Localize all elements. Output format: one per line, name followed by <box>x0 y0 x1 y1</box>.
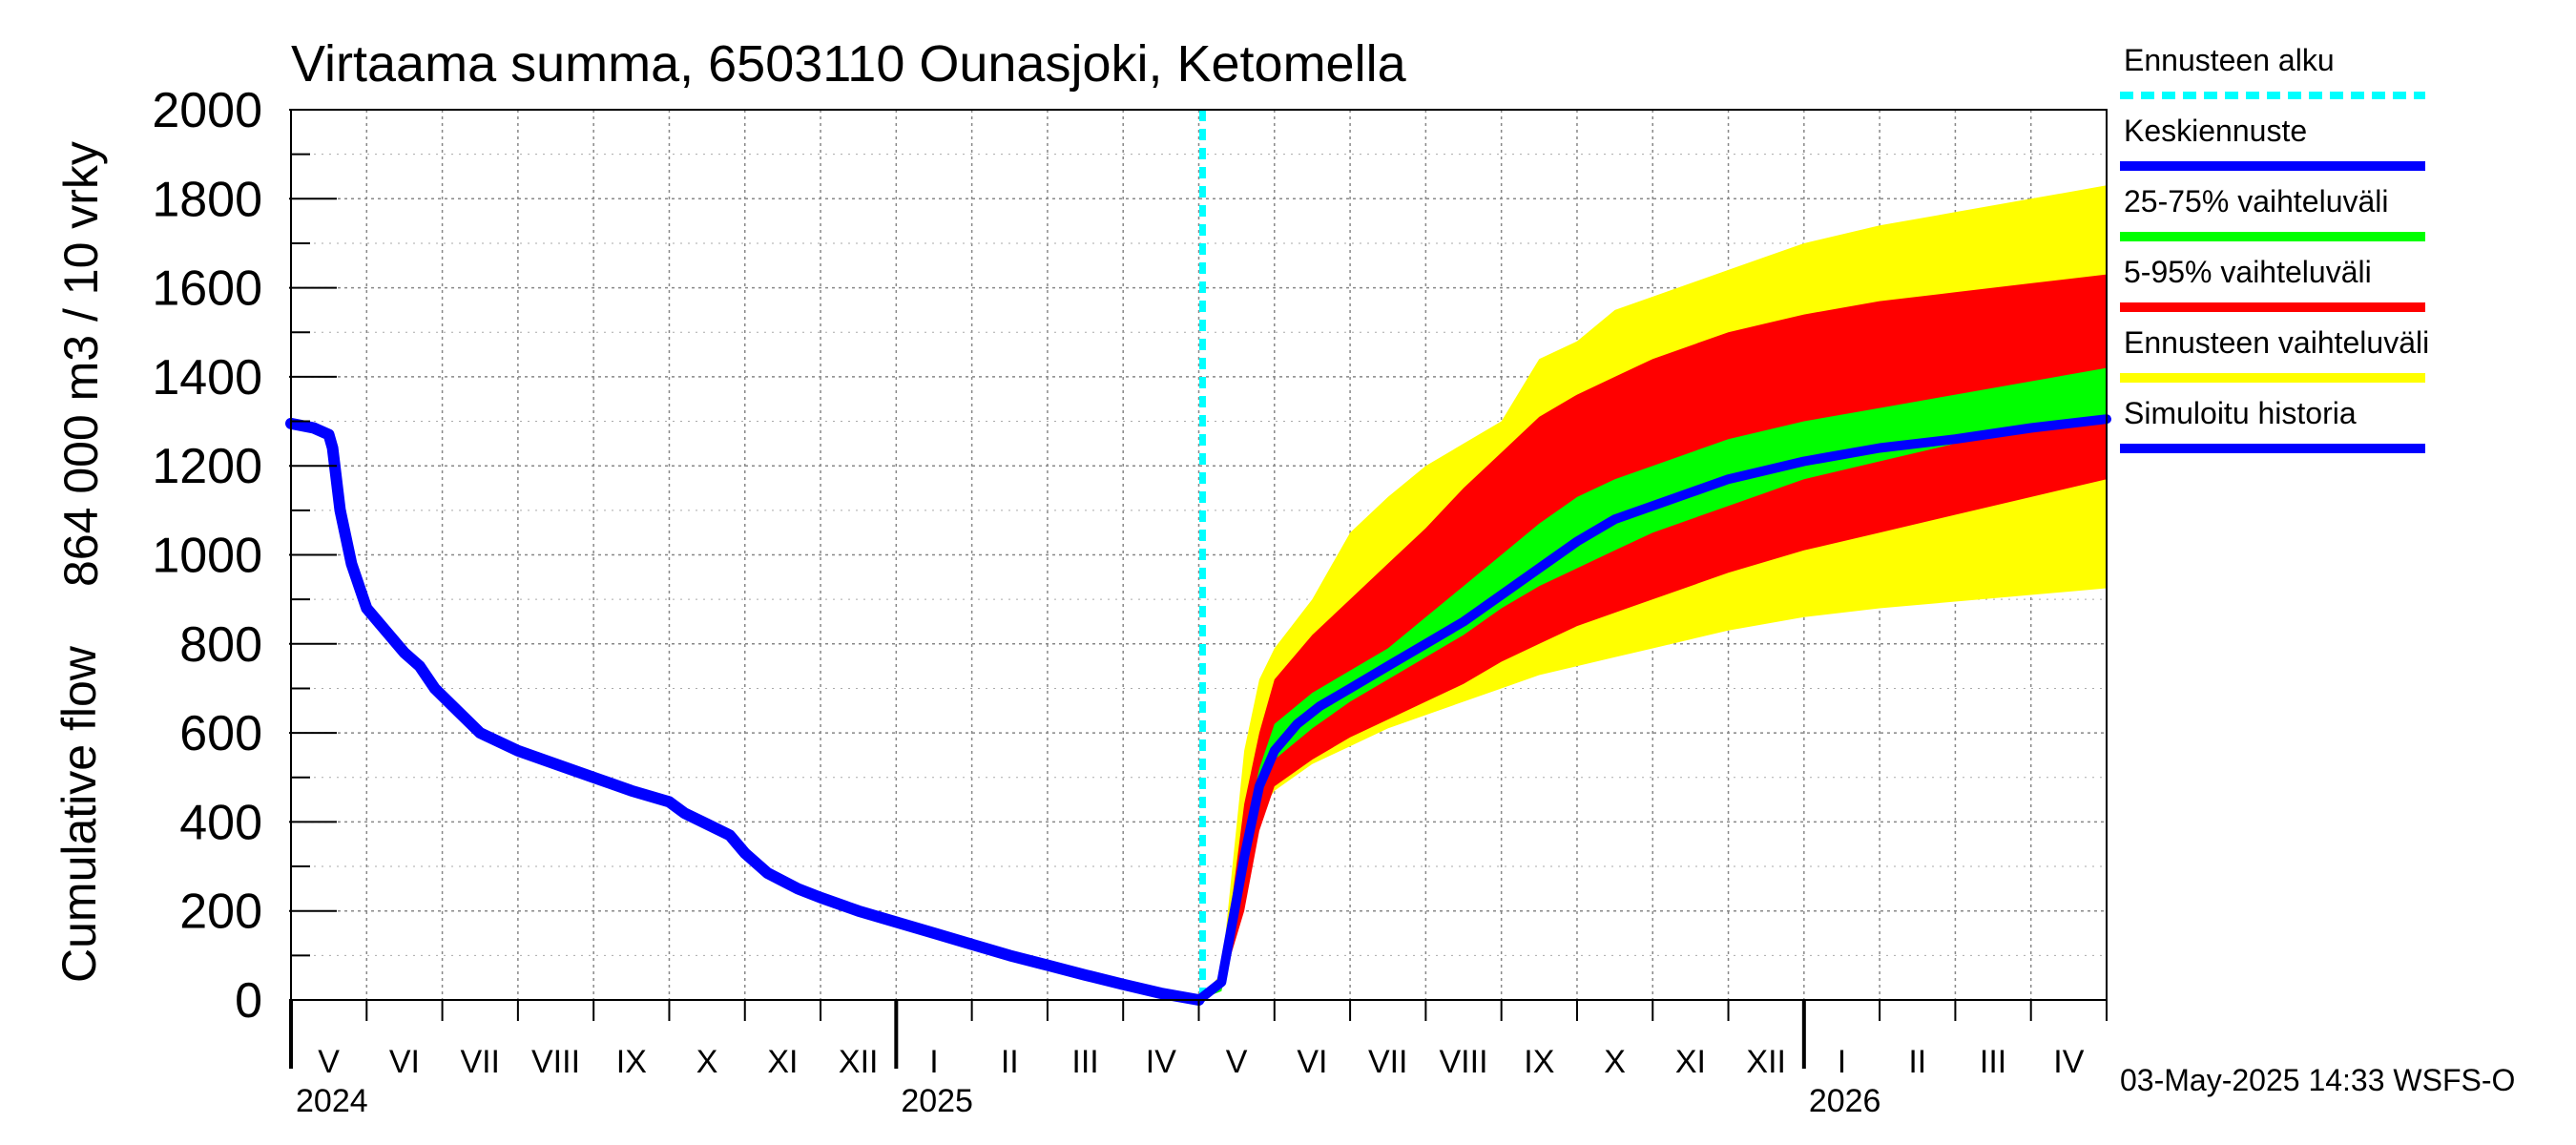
x-month-label: XI <box>1675 1044 1706 1080</box>
x-month-label: II <box>1908 1044 1926 1080</box>
y-tick-label: 1400 <box>152 350 262 406</box>
footer-timestamp: 03-May-2025 14:33 WSFS-O <box>2120 1063 2515 1097</box>
y-axis-label-title: Cumulative flow <box>52 645 106 983</box>
x-month-label: V <box>318 1044 340 1080</box>
x-year-label: 2024 <box>296 1083 368 1119</box>
x-month-label: XI <box>767 1044 798 1080</box>
x-month-label: I <box>1838 1044 1846 1080</box>
x-month-label: XII <box>839 1044 879 1080</box>
x-month-label: XII <box>1746 1044 1786 1080</box>
x-month-label: IX <box>1524 1044 1554 1080</box>
x-year-label: 2026 <box>1809 1083 1881 1119</box>
x-year-label: 2025 <box>901 1083 973 1119</box>
legend: Ennusteen alku Keskiennuste 25-75% vaihtel… <box>2120 43 2429 453</box>
y-axis-label-units: 864 000 m3 / 10 vrky <box>54 141 108 587</box>
y-tick-label: 200 <box>179 885 262 940</box>
plot-area <box>285 110 2111 1006</box>
x-month-label: V <box>1226 1044 1248 1080</box>
y-tick-label: 1000 <box>152 529 262 584</box>
x-month-label: VII <box>1368 1044 1408 1080</box>
legend-label: Ennusteen alku <box>2124 43 2335 77</box>
legend-label: 25-75% vaihteluväli <box>2124 184 2389 219</box>
x-month-label: I <box>929 1044 938 1080</box>
y-tick-label: 800 <box>179 617 262 673</box>
y-tick-label: 2000 <box>152 83 262 138</box>
x-month-label: III <box>1980 1044 2006 1080</box>
x-month-label: II <box>1001 1044 1019 1080</box>
x-month-label: VII <box>460 1044 500 1080</box>
legend-label: Simuloitu historia <box>2124 396 2357 430</box>
x-month-label: VIII <box>1440 1044 1488 1080</box>
y-tick-label: 0 <box>235 973 262 1029</box>
y-tick-label: 400 <box>179 795 262 850</box>
median-forecast-line <box>1194 414 2111 1005</box>
history-line <box>285 417 1205 1006</box>
x-month-label: X <box>1604 1044 1626 1080</box>
legend-label: Keskiennuste <box>2124 114 2307 148</box>
x-month-label: VIII <box>531 1044 580 1080</box>
y-tick-label: 600 <box>179 706 262 761</box>
x-month-label: X <box>696 1044 718 1080</box>
x-month-label: IV <box>1146 1044 1176 1080</box>
y-tick-label: 1200 <box>152 439 262 494</box>
legend-label: Ennusteen vaihteluväli <box>2124 325 2429 360</box>
legend-label: 5-95% vaihteluväli <box>2124 255 2372 289</box>
x-month-label: VI <box>1297 1044 1327 1080</box>
x-month-label: III <box>1071 1044 1098 1080</box>
chart-title: Virtaama summa, 6503110 Ounasjoki, Ketom… <box>291 35 1407 93</box>
y-tick-label: 1600 <box>152 261 262 317</box>
x-month-label: IX <box>616 1044 647 1080</box>
x-month-label: VI <box>389 1044 420 1080</box>
x-month-label: IV <box>2053 1044 2084 1080</box>
y-tick-label: 1800 <box>152 172 262 227</box>
